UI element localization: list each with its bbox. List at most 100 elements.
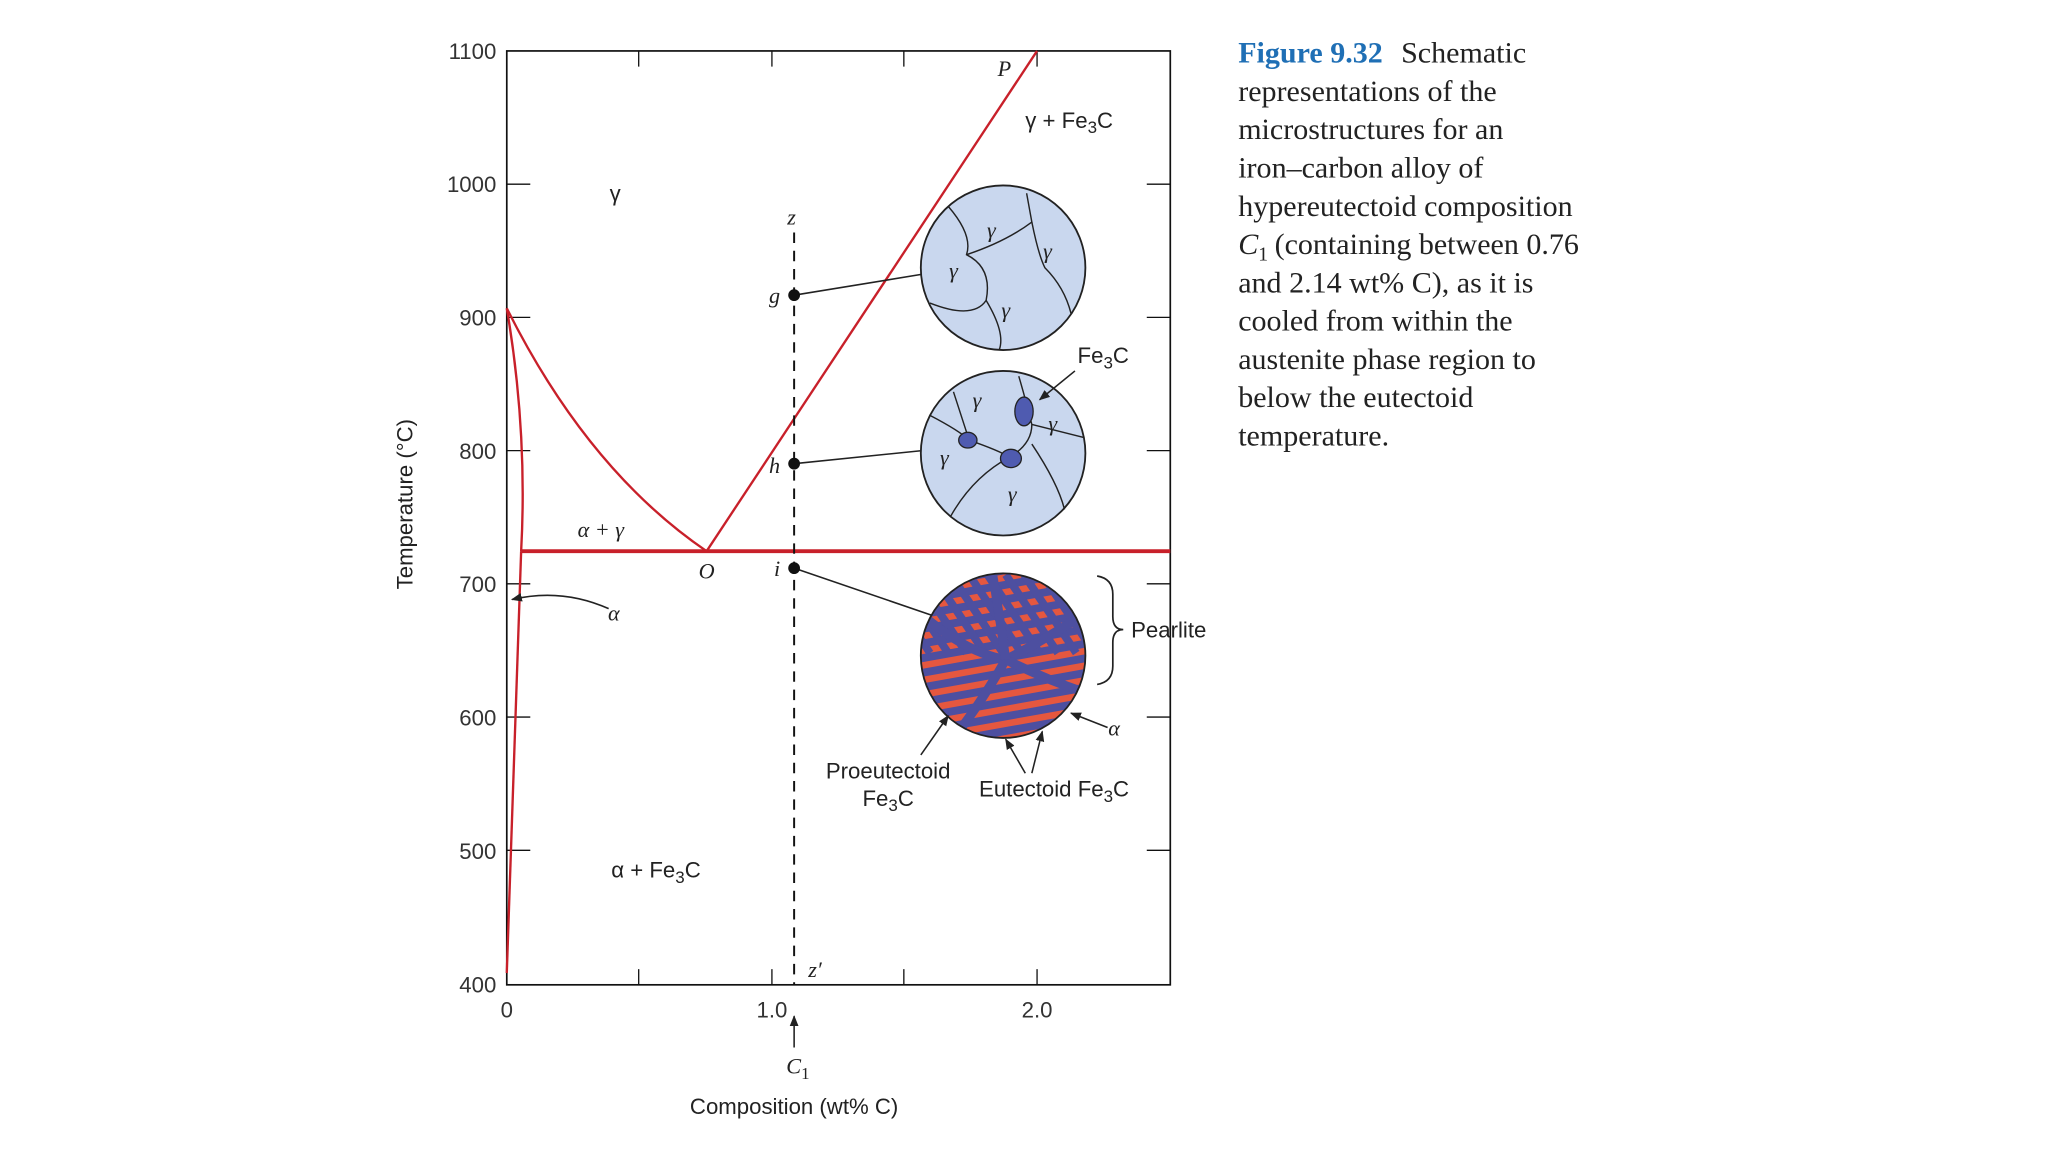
acm-line (705, 50, 1039, 552)
caption-text: (containing between 0.76 (1275, 228, 1579, 261)
x-tick-label: 2.0 (1022, 997, 1053, 1022)
label-tail: C (898, 786, 914, 811)
plot-frame (505, 50, 1172, 986)
alpha-boundary-lower (505, 551, 523, 974)
annotation: Fe3C (1078, 343, 1129, 372)
caption-line: representations of the (1238, 75, 1497, 108)
lamella (859, 575, 911, 653)
fe3c-particle (999, 448, 1023, 469)
label-tail: C (1097, 108, 1113, 133)
caption-symbol: C (1238, 228, 1259, 261)
caption-line: austenite phase region to (1238, 343, 1536, 376)
label-sub: 3 (1104, 787, 1113, 806)
y-axis-label: Temperature (°C) (393, 419, 418, 589)
tick-marks (506, 50, 1171, 985)
lamella (920, 652, 1086, 693)
point-h (788, 457, 800, 470)
label-sub: 3 (1088, 118, 1097, 137)
micro-g (919, 184, 1087, 351)
lamella (920, 573, 1086, 576)
leader-h (794, 449, 923, 465)
colony-boundary (1003, 655, 1086, 697)
y-tick-label: 900 (459, 305, 496, 330)
micro-i-outline (919, 572, 1087, 739)
caption-line: Figure 9.32 Schematic (1238, 37, 1526, 70)
point-i (788, 562, 800, 575)
leader-i (793, 567, 944, 620)
caption-line: microstructures for an (1238, 113, 1503, 146)
caption-text: Schematic (1401, 37, 1526, 70)
colony-boundary (988, 573, 1011, 661)
label-text: Fe (1078, 343, 1104, 368)
arrow-eutectoid (1031, 730, 1045, 774)
caption-line: and 2.14 wt% C), as it is (1238, 266, 1533, 299)
lamella (1020, 573, 1080, 656)
grain-boundary (1031, 423, 1085, 439)
micro-label: γ (987, 218, 997, 243)
label-tail: C (1113, 343, 1129, 368)
point-label: g (769, 283, 780, 308)
micro-label: γ (940, 445, 950, 470)
micro-label: γ (973, 388, 983, 413)
a3-line (505, 307, 708, 553)
caption-line: below the eutectoid (1238, 381, 1473, 414)
point-g (788, 289, 800, 302)
annotation: Pearlite (1131, 617, 1206, 642)
label-sub: 3 (675, 868, 684, 887)
arrow-alpha (510, 592, 609, 610)
grain-boundary (929, 205, 989, 312)
y-tick-label: 800 (459, 439, 496, 464)
c1-symbol: C (786, 1054, 801, 1079)
caption-line: C1 (containing between 0.76 (1238, 228, 1579, 266)
point-label: O (699, 559, 715, 584)
micro-label: γ (1001, 297, 1011, 322)
y-tick-label: 400 (459, 972, 496, 997)
y-tick-label: 700 (459, 572, 496, 597)
arrow-proeutectoid (920, 714, 949, 756)
region-label: γ (610, 181, 622, 206)
caption-line: iron–carbon alloy of (1238, 152, 1483, 185)
region-label: α + Fe3C (611, 858, 700, 887)
x-tick-label: 0 (501, 997, 513, 1022)
point-label: z′ (807, 957, 823, 982)
annotation: α (1108, 715, 1121, 740)
lamella (947, 573, 1007, 656)
micro-label: γ (1048, 411, 1058, 436)
annotation: Fe3C (862, 786, 913, 815)
micro-label: γ (949, 258, 959, 283)
alpha-boundary-upper (505, 308, 524, 552)
label-sub: 3 (888, 796, 897, 815)
pearlite-brace (1096, 575, 1124, 686)
label-text: γ + Fe (1025, 108, 1087, 133)
y-tick-label: 500 (459, 839, 496, 864)
x-axis-label: Composition (wt% C) (690, 1094, 898, 1119)
fe3c-particle (1014, 396, 1034, 427)
arrow-fe3c (1038, 370, 1076, 401)
label-text: Fe (862, 786, 888, 811)
label-sub: 3 (1103, 353, 1112, 372)
label-tail: C (685, 858, 701, 883)
label-text: Eutectoid Fe (979, 777, 1104, 802)
point-label: P (997, 56, 1012, 81)
micro-label: γ (1043, 239, 1053, 264)
c1-label: C1 (786, 1054, 809, 1083)
y-tick-label: 1000 (447, 172, 496, 197)
caption-line: hypereutectoid composition (1238, 190, 1572, 223)
y-tick-labels: 1100 1000 900 800 700 600 500 400 (447, 39, 496, 997)
grain-boundary (1031, 443, 1066, 510)
grain-boundary (1031, 221, 1072, 314)
leader-g (793, 273, 923, 296)
grain-boundary (985, 300, 1002, 351)
arrow-alpha (1069, 712, 1108, 729)
caption-line: temperature. (1238, 419, 1389, 452)
y-tick-label: 1100 (449, 39, 497, 64)
c1-sub: 1 (801, 1064, 809, 1083)
region-label: α (608, 600, 621, 625)
point-label: i (774, 556, 780, 581)
region-label: α + γ (578, 517, 626, 542)
micro-label: γ (1008, 482, 1018, 507)
y-tick-label: 600 (459, 706, 496, 731)
